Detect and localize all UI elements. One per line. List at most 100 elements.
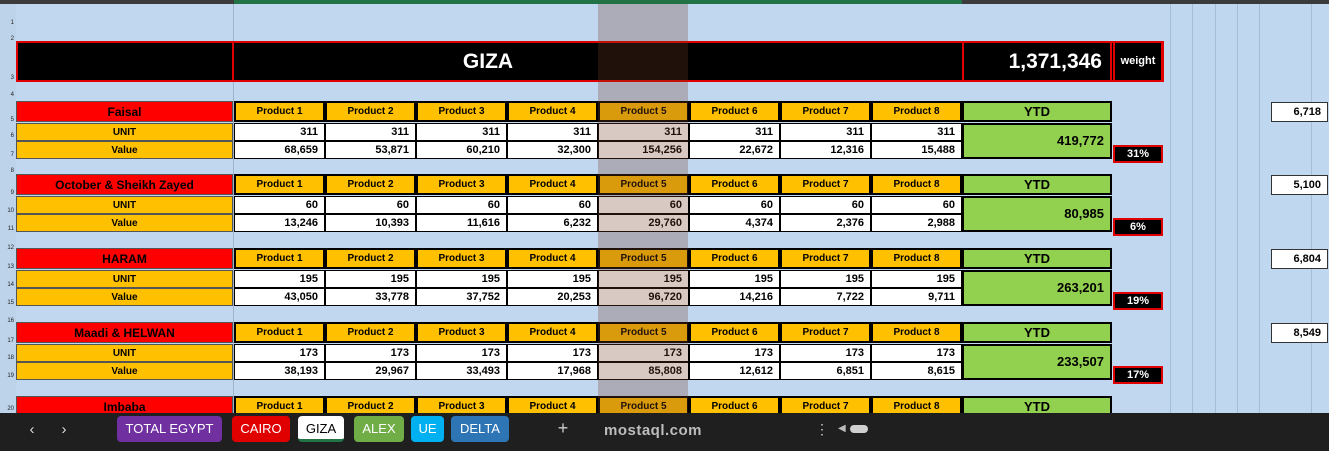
product-header[interactable]: Product 3 bbox=[416, 248, 507, 269]
row-number[interactable]: 4 bbox=[10, 92, 14, 98]
product-header[interactable]: Product 7 bbox=[780, 396, 871, 413]
product-header[interactable]: Product 1 bbox=[234, 248, 325, 269]
ytd-value[interactable]: 419,772 bbox=[962, 123, 1112, 159]
product-header[interactable]: Product 3 bbox=[416, 396, 507, 413]
value-cell[interactable]: 20,253 bbox=[507, 288, 598, 306]
product-header[interactable]: Product 2 bbox=[325, 396, 416, 413]
product-header[interactable]: Product 1 bbox=[234, 174, 325, 195]
side-value[interactable]: 8,549 bbox=[1271, 323, 1328, 343]
value-cell[interactable]: 11,616 bbox=[416, 214, 507, 232]
ytd-header[interactable]: YTD bbox=[962, 396, 1112, 413]
value-cell[interactable]: 68,659 bbox=[234, 141, 325, 159]
value-cell[interactable]: 22,672 bbox=[689, 141, 780, 159]
unit-cell[interactable]: 60 bbox=[689, 196, 780, 214]
product-header[interactable]: Product 6 bbox=[689, 396, 780, 413]
value-cell[interactable]: 8,615 bbox=[871, 362, 962, 380]
ytd-header[interactable]: YTD bbox=[962, 101, 1112, 122]
sheet-tab-ue[interactable]: UE bbox=[411, 416, 444, 442]
side-value[interactable]: 5,100 bbox=[1271, 175, 1328, 195]
value-cell[interactable]: 6,851 bbox=[780, 362, 871, 380]
product-header[interactable]: Product 5 bbox=[598, 101, 689, 122]
unit-cell[interactable]: 60 bbox=[325, 196, 416, 214]
row-number[interactable]: 9 bbox=[10, 190, 14, 196]
weight-percent[interactable]: 19% bbox=[1113, 292, 1163, 310]
unit-label[interactable]: UNIT bbox=[16, 270, 233, 288]
sheet-tab-alex[interactable]: ALEX bbox=[354, 416, 404, 442]
sheet-tab-cairo[interactable]: CAIRO bbox=[232, 416, 290, 442]
row-number[interactable]: 11 bbox=[7, 226, 14, 232]
unit-label[interactable]: UNIT bbox=[16, 196, 233, 214]
unit-cell[interactable]: 60 bbox=[416, 196, 507, 214]
value-cell[interactable]: 43,050 bbox=[234, 288, 325, 306]
product-header[interactable]: Product 5 bbox=[598, 174, 689, 195]
product-header[interactable]: Product 4 bbox=[507, 101, 598, 122]
row-number[interactable]: 6 bbox=[10, 133, 14, 139]
chevron-right-icon[interactable]: › bbox=[61, 421, 67, 438]
product-header[interactable]: Product 3 bbox=[416, 101, 507, 122]
value-cell[interactable]: 10,393 bbox=[325, 214, 416, 232]
region-name[interactable]: Imbaba bbox=[16, 396, 233, 413]
unit-cell[interactable]: 195 bbox=[325, 270, 416, 288]
value-cell[interactable]: 7,722 bbox=[780, 288, 871, 306]
unit-cell[interactable]: 173 bbox=[507, 344, 598, 362]
value-cell[interactable]: 60,210 bbox=[416, 141, 507, 159]
unit-cell[interactable]: 311 bbox=[325, 123, 416, 141]
product-header[interactable]: Product 6 bbox=[689, 248, 780, 269]
value-cell[interactable]: 38,193 bbox=[234, 362, 325, 380]
row-number[interactable]: 10 bbox=[7, 208, 14, 214]
product-header[interactable]: Product 2 bbox=[325, 248, 416, 269]
row-header[interactable]: 1 2 3 4 5 6 7 8 9 10 11 12 13 14 15 16 17 18 19 20 bbox=[0, 4, 16, 413]
product-header[interactable]: Product 7 bbox=[780, 248, 871, 269]
product-header[interactable]: Product 5 bbox=[598, 396, 689, 413]
product-header[interactable]: Product 1 bbox=[234, 396, 325, 413]
unit-cell[interactable]: 311 bbox=[416, 123, 507, 141]
unit-cell[interactable]: 311 bbox=[689, 123, 780, 141]
weight-header[interactable]: weight bbox=[1113, 41, 1163, 82]
value-cell[interactable]: 6,232 bbox=[507, 214, 598, 232]
unit-cell[interactable]: 173 bbox=[689, 344, 780, 362]
value-cell[interactable]: 29,967 bbox=[325, 362, 416, 380]
unit-cell[interactable]: 195 bbox=[871, 270, 962, 288]
row-number[interactable]: 7 bbox=[10, 152, 14, 158]
product-header[interactable]: Product 3 bbox=[416, 322, 507, 343]
value-cell[interactable]: 53,871 bbox=[325, 141, 416, 159]
product-header[interactable]: Product 7 bbox=[780, 322, 871, 343]
product-header[interactable]: Product 2 bbox=[325, 101, 416, 122]
product-header[interactable]: Product 7 bbox=[780, 174, 871, 195]
product-header[interactable]: Product 6 bbox=[689, 101, 780, 122]
row-number[interactable]: 20 bbox=[7, 406, 14, 412]
value-cell[interactable]: 17,968 bbox=[507, 362, 598, 380]
unit-cell[interactable]: 195 bbox=[780, 270, 871, 288]
product-header[interactable]: Product 1 bbox=[234, 101, 325, 122]
unit-cell[interactable]: 173 bbox=[598, 344, 689, 362]
unit-cell[interactable]: 173 bbox=[780, 344, 871, 362]
unit-cell[interactable]: 195 bbox=[507, 270, 598, 288]
row-number[interactable]: 19 bbox=[7, 373, 14, 379]
value-cell[interactable]: 154,256 bbox=[598, 141, 689, 159]
product-header[interactable]: Product 5 bbox=[598, 322, 689, 343]
product-header[interactable]: Product 4 bbox=[507, 396, 598, 413]
value-cell[interactable]: 14,216 bbox=[689, 288, 780, 306]
value-label[interactable]: Value bbox=[16, 362, 233, 380]
value-cell[interactable]: 15,488 bbox=[871, 141, 962, 159]
row-number[interactable]: 17 bbox=[7, 338, 14, 344]
product-header[interactable]: Product 8 bbox=[871, 322, 962, 343]
product-header[interactable]: Product 3 bbox=[416, 174, 507, 195]
unit-cell[interactable]: 195 bbox=[234, 270, 325, 288]
value-cell[interactable]: 33,778 bbox=[325, 288, 416, 306]
unit-cell[interactable]: 173 bbox=[234, 344, 325, 362]
row-number[interactable]: 1 bbox=[10, 20, 14, 26]
scroll-left-icon[interactable]: ◀ bbox=[838, 423, 846, 434]
product-header[interactable]: Product 4 bbox=[507, 248, 598, 269]
product-header[interactable]: Product 1 bbox=[234, 322, 325, 343]
product-header[interactable]: Product 2 bbox=[325, 174, 416, 195]
unit-cell[interactable]: 195 bbox=[689, 270, 780, 288]
value-cell[interactable]: 37,752 bbox=[416, 288, 507, 306]
value-cell[interactable]: 96,720 bbox=[598, 288, 689, 306]
row-number[interactable]: 2 bbox=[10, 36, 14, 42]
value-cell[interactable]: 29,760 bbox=[598, 214, 689, 232]
unit-label[interactable]: UNIT bbox=[16, 123, 233, 141]
unit-cell[interactable]: 173 bbox=[416, 344, 507, 362]
ytd-value[interactable]: 233,507 bbox=[962, 344, 1112, 380]
value-cell[interactable]: 2,376 bbox=[780, 214, 871, 232]
